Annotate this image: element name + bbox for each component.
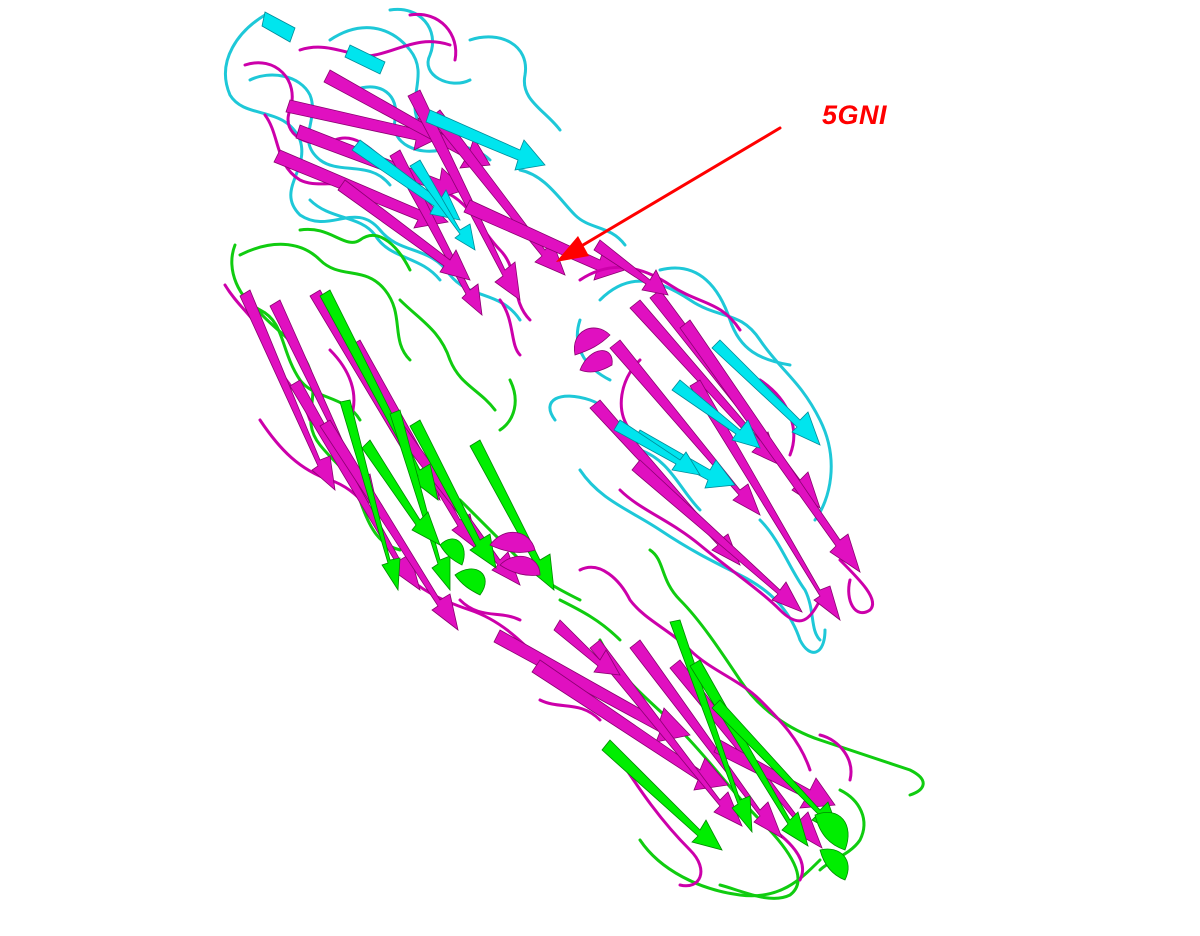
- green-strands: [319, 289, 555, 592]
- bottom-domain: [493, 548, 925, 900]
- magenta-strands: [239, 289, 521, 631]
- left-middle-domain: [223, 227, 582, 662]
- top-left-domain: [224, 7, 627, 357]
- annotation-label: 5GNI: [822, 100, 888, 130]
- green-loops: [230, 227, 582, 602]
- right-domain: [548, 239, 875, 654]
- magenta-strands: [589, 239, 861, 622]
- magenta-helix: [489, 531, 541, 576]
- magenta-strands: [273, 69, 626, 316]
- cyan-strands: [261, 11, 546, 251]
- magenta-strands: [493, 619, 836, 849]
- cyan-strands: [613, 339, 821, 489]
- magenta-loops: [578, 265, 875, 623]
- green-helix: [814, 812, 849, 881]
- magenta-helix: [573, 327, 613, 373]
- annotation-arrow: [556, 126, 782, 262]
- green-helix: [439, 538, 486, 596]
